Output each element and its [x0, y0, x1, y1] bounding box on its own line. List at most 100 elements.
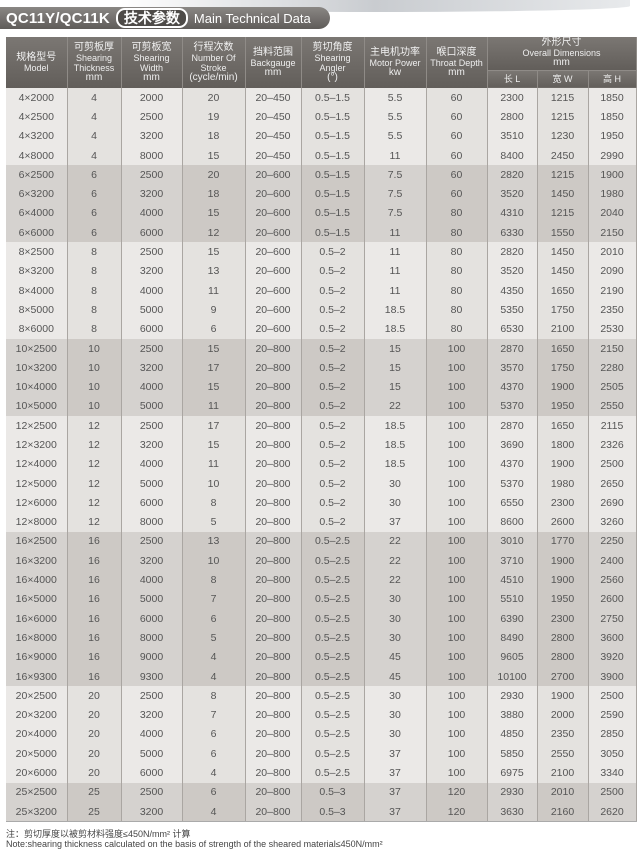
cell-width: 4000	[121, 203, 183, 224]
cell-throat: 60	[426, 184, 488, 204]
cell-model: 6×4000	[6, 203, 68, 224]
cell-length: 6550	[487, 493, 538, 513]
cell-model: 16×2500	[6, 531, 68, 552]
table-row: 8×2500 8 2500 15 20–600 0.5–2 11 80 2820 1450 2010	[6, 242, 637, 262]
cell-length: 4370	[487, 377, 538, 397]
cell-motor: 7.5	[364, 184, 427, 204]
cell-thickness: 12	[67, 512, 122, 532]
cell-model: 12×3200	[6, 435, 68, 455]
cell-motor: 11	[364, 145, 427, 166]
cell-model: 4×2500	[6, 107, 68, 127]
cell-angle: 0.5–2.5	[301, 628, 365, 648]
header-model: 规格型号 Model	[6, 37, 68, 88]
cell-stroke: 6	[182, 782, 246, 802]
cell-thickness: 10	[67, 396, 122, 417]
table-row: 8×5000 8 5000 9 20–600 0.5–2 18.5 80 5350 1750 235…	[6, 300, 637, 320]
cell-motor: 5.5	[364, 88, 427, 108]
cell-thickness: 12	[67, 493, 122, 513]
cell-motor: 45	[364, 666, 427, 687]
cell-motor: 18.5	[364, 454, 427, 474]
table-row: 20×2500 20 2500 8 20–800 0.5–2.5 30 100 2930 1900…	[6, 686, 637, 706]
cell-angle: 0.5–2.5	[301, 647, 365, 667]
cell-height: 1850	[588, 107, 637, 127]
cell-length: 2820	[487, 242, 538, 262]
header-motor: 主电机功率 Motor Power kw	[364, 37, 427, 88]
cell-backgauge: 20–800	[245, 705, 302, 725]
cell-throat: 100	[426, 435, 488, 455]
footnote-cn: 注：剪切厚度以被剪材料强度≤450N/mm² 计算	[6, 829, 191, 839]
cell-motor: 18.5	[364, 416, 427, 436]
cell-throat: 100	[426, 473, 488, 494]
cell-throat: 100	[426, 493, 488, 513]
cell-model: 20×4000	[6, 724, 68, 745]
cell-length: 2300	[487, 88, 538, 108]
cell-width: 2500	[121, 686, 183, 706]
header-backgauge: 挡料范围 Backgauge mm	[245, 37, 302, 88]
cell-height: 2190	[588, 280, 637, 301]
cell-length: 4510	[487, 570, 538, 590]
cell-length: 2930	[487, 686, 538, 706]
cell-backgauge: 20–800	[245, 551, 302, 571]
cell-motor: 11	[364, 242, 427, 262]
cell-width-dim: 1950	[537, 589, 589, 610]
cell-angle: 0.5–2	[301, 435, 365, 455]
cell-motor: 15	[364, 338, 427, 359]
cell-width: 8000	[121, 145, 183, 166]
cell-height: 3260	[588, 512, 637, 532]
table-row: 4×2500 4 2500 19 20–450 0.5–1.5 5.5 60 2800 1215 1…	[6, 107, 637, 127]
cell-thickness: 16	[67, 609, 122, 629]
cell-angle: 0.5–3	[301, 801, 365, 823]
cell-height: 2250	[588, 531, 637, 552]
cell-width-dim: 2300	[537, 493, 589, 513]
cell-model: 20×3200	[6, 705, 68, 725]
cell-stroke: 11	[182, 280, 246, 301]
cell-motor: 22	[364, 551, 427, 571]
cell-width-dim: 2100	[537, 763, 589, 783]
cell-model: 12×2500	[6, 416, 68, 436]
cell-length: 2870	[487, 416, 538, 436]
cell-length: 10100	[487, 666, 538, 687]
cell-width-dim: 1215	[537, 107, 589, 127]
table-row: 16×4000 16 4000 8 20–800 0.5–2.5 22 100 4510 1900…	[6, 570, 637, 590]
cell-model: 12×6000	[6, 493, 68, 513]
cell-throat: 80	[426, 223, 488, 243]
cell-backgauge: 20–450	[245, 126, 302, 146]
cell-throat: 80	[426, 203, 488, 224]
cell-stroke: 5	[182, 512, 246, 532]
table-row: 12×4000 12 4000 11 20–800 0.5–2 18.5 100 4370 190…	[6, 454, 637, 474]
cell-motor: 5.5	[364, 107, 427, 127]
cell-height: 2550	[588, 396, 637, 417]
cell-width-dim: 2800	[537, 647, 589, 667]
cell-thickness: 16	[67, 647, 122, 667]
cell-angle: 0.5–2	[301, 280, 365, 301]
cell-backgauge: 20–800	[245, 686, 302, 706]
cell-throat: 60	[426, 88, 488, 108]
cell-length: 3520	[487, 261, 538, 281]
cell-model: 8×2500	[6, 242, 68, 262]
cell-model: 16×4000	[6, 570, 68, 590]
cell-backgauge: 20–450	[245, 88, 302, 108]
cell-angle: 0.5–1.5	[301, 203, 365, 224]
cell-backgauge: 20–600	[245, 184, 302, 204]
cell-length: 6390	[487, 609, 538, 629]
cell-model: 20×6000	[6, 763, 68, 783]
cell-length: 2930	[487, 782, 538, 802]
cell-backgauge: 20–800	[245, 647, 302, 667]
table-body: 4×2000 4 2000 20 20–450 0.5–1.5 5.5 60 2300 1215 1…	[6, 88, 637, 823]
cell-height: 3340	[588, 763, 637, 783]
table-row: 6×6000 6 6000 12 20–600 0.5–1.5 11 80 6330 1550 21…	[6, 223, 637, 243]
cell-width: 9300	[121, 666, 183, 687]
cell-width-dim: 1750	[537, 358, 589, 378]
title-model: QC11Y/QC11K	[6, 9, 110, 27]
cell-width-dim: 1950	[537, 396, 589, 417]
cell-backgauge: 20–600	[245, 242, 302, 262]
cell-width-dim: 1450	[537, 242, 589, 262]
cell-length: 2820	[487, 165, 538, 185]
cell-motor: 18.5	[364, 435, 427, 455]
cell-stroke: 6	[182, 319, 246, 339]
cell-height: 2590	[588, 705, 637, 725]
cell-width-dim: 1750	[537, 300, 589, 320]
cell-motor: 15	[364, 358, 427, 378]
cell-length: 3630	[487, 801, 538, 823]
cell-backgauge: 20–450	[245, 145, 302, 166]
